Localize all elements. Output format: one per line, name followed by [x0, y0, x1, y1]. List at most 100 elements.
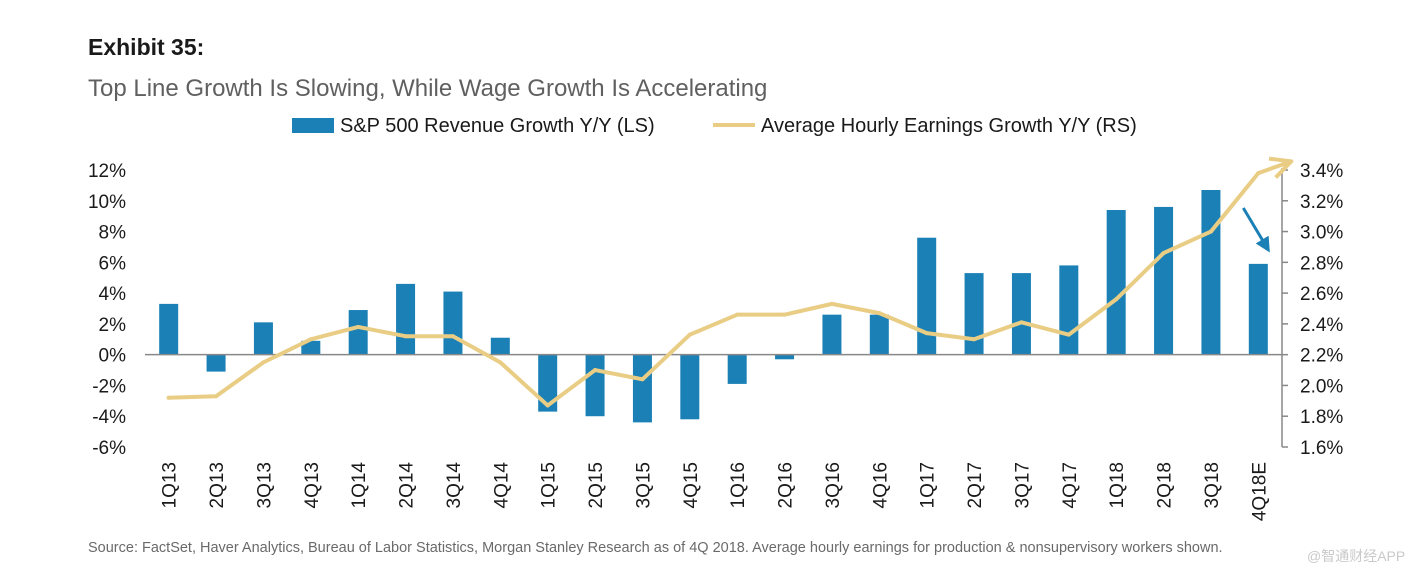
earnings-point-1q13 [166, 395, 171, 400]
earnings-point-4q14 [498, 360, 503, 365]
exhibit-number: Exhibit 35: [88, 34, 205, 60]
earnings-point-2q16 [782, 312, 787, 317]
x-tick-label-1q15: 1Q15 [539, 462, 560, 508]
left-tick-label: -6% [92, 438, 126, 459]
left-tick-label: 6% [99, 253, 127, 274]
right-tick-label: 2.0% [1300, 376, 1343, 397]
x-tick-label-2q13: 2Q13 [207, 462, 228, 508]
revenue-bar-3q13 [253, 322, 273, 355]
earnings-point-4q13 [308, 337, 313, 342]
revenue-bar-2q15 [585, 354, 605, 417]
x-tick-label-2q17: 2Q17 [965, 462, 986, 508]
legend-item-revenue: S&P 500 Revenue Growth Y/Y (LS) [292, 115, 655, 138]
revenue-bar-2q17 [964, 273, 984, 355]
x-tick-label-1q13: 1Q13 [160, 462, 181, 508]
right-tick-label: 1.8% [1300, 407, 1343, 428]
revenue-bar-4q17 [1059, 265, 1079, 355]
earnings-point-3q15 [640, 377, 645, 382]
x-tick-label-3q15: 3Q15 [633, 462, 654, 508]
legend-earnings-label: Average Hourly Earnings Growth Y/Y (RS) [761, 115, 1137, 137]
chart-title: Top Line Growth Is Slowing, While Wage G… [88, 75, 768, 102]
x-tick-label-1q14: 1Q14 [349, 462, 370, 509]
right-tick-label: 3.4% [1300, 161, 1343, 182]
legend-item-earnings: Average Hourly Earnings Growth Y/Y (RS) [713, 115, 1137, 138]
earnings-line-layer [166, 171, 1261, 408]
earnings-point-2q18 [1161, 251, 1166, 256]
earnings-point-1q18 [1114, 297, 1119, 302]
right-axis: 1.6% 1.8% 2.0% 2.2% 2.4% 2.6% 2.8% 3.0% 3.2% 3.4% [1281, 161, 1343, 459]
revenue-bar-4q16 [869, 314, 889, 355]
earnings-point-1q17 [924, 331, 929, 336]
earnings-point-2q14 [403, 334, 408, 339]
earnings-point-2q13 [214, 394, 219, 399]
earnings-point-2q15 [593, 368, 598, 373]
earnings-point-3q17 [1019, 320, 1024, 325]
x-tick-label-3q18: 3Q18 [1202, 462, 1223, 508]
x-tick-label-4q14: 4Q14 [491, 462, 512, 509]
revenue-bar-2q18 [1154, 206, 1174, 355]
legend-revenue-label: S&P 500 Revenue Growth Y/Y (LS) [340, 115, 655, 137]
left-axis: -6% -4% -2% 0% 2% 4% 6% 8% 10% 12% [88, 161, 126, 459]
x-tick-label-4q15: 4Q15 [681, 462, 702, 508]
revenue-bar-1q15 [538, 354, 558, 412]
left-tick-label: 10% [88, 192, 126, 213]
x-axis: 1Q13 2Q13 3Q13 4Q13 1Q14 2Q14 3Q14 4Q14 1Q15 2Q15… [160, 462, 1271, 522]
earnings-point-1q15 [545, 403, 550, 408]
revenue-bar-4q15 [680, 354, 700, 420]
watermark: @智通财经APP [1307, 548, 1406, 564]
right-tick-label: 2.2% [1300, 346, 1343, 367]
legend-line-swatch [713, 123, 755, 127]
right-tick-label: 2.6% [1300, 284, 1343, 305]
revenue-bar-3q14 [443, 291, 463, 355]
right-tick-label: 2.4% [1300, 315, 1343, 336]
x-tick-label-3q17: 3Q17 [1012, 462, 1033, 508]
revenue-bar-1q14 [348, 310, 368, 355]
x-tick-label-2q15: 2Q15 [586, 462, 607, 508]
revenue-down-arrow [1242, 207, 1270, 253]
right-tick-label: 3.2% [1300, 192, 1343, 213]
earnings-point-4q15 [687, 332, 692, 337]
revenue-bar-1q16 [727, 354, 747, 384]
revenue-bars [159, 190, 1268, 423]
revenue-bar-3q16 [822, 314, 842, 355]
earnings-point-3q18 [1208, 229, 1213, 234]
x-tick-label-2q16: 2Q16 [776, 462, 797, 508]
x-tick-label-2q18: 2Q18 [1155, 462, 1176, 508]
right-tick-label: 1.6% [1300, 438, 1343, 459]
revenue-bar-3q15 [632, 354, 652, 423]
left-tick-label: 0% [99, 346, 127, 367]
revenue-bar-4q14 [490, 337, 510, 355]
earnings-point-4q17 [1066, 332, 1071, 337]
earnings-point-3q13 [261, 360, 266, 365]
right-tick-label: 2.8% [1300, 253, 1343, 274]
revenue-bar-4q18e [1248, 263, 1268, 355]
source-note: Source: FactSet, Haver Analytics, Bureau… [88, 540, 1223, 556]
x-tick-label-1q17: 1Q17 [918, 462, 939, 508]
earnings-point-3q14 [450, 334, 455, 339]
left-tick-label: 8% [99, 223, 127, 244]
revenue-bar-1q13 [159, 303, 179, 355]
left-tick-label: 4% [99, 284, 127, 305]
arrow-annotations [1242, 162, 1289, 253]
earnings-up-arrow [1256, 162, 1289, 173]
revenue-bar-2q16 [775, 354, 795, 360]
revenue-bar-1q17 [917, 237, 937, 355]
left-tick-label: 2% [99, 315, 127, 336]
x-tick-label-4q13: 4Q13 [302, 462, 323, 508]
earnings-point-1q14 [356, 324, 361, 329]
x-tick-label-4q18e: 4Q18E [1249, 462, 1270, 521]
revenue-bar-4q13 [301, 340, 321, 355]
left-tick-label: -2% [92, 376, 126, 397]
right-tick-label: 3.0% [1300, 223, 1343, 244]
x-tick-label-3q13: 3Q13 [254, 462, 275, 508]
earnings-point-1q16 [735, 312, 740, 317]
left-tick-label: -4% [92, 407, 126, 428]
x-tick-label-1q18: 1Q18 [1107, 462, 1128, 508]
x-tick-label-2q14: 2Q14 [397, 462, 418, 509]
revenue-bar-3q18 [1201, 190, 1221, 355]
x-tick-label-3q16: 3Q16 [823, 462, 844, 508]
revenue-bar-3q17 [1011, 273, 1031, 355]
revenue-bar-2q13 [206, 354, 226, 372]
revenue-bar-1q18 [1106, 210, 1126, 355]
